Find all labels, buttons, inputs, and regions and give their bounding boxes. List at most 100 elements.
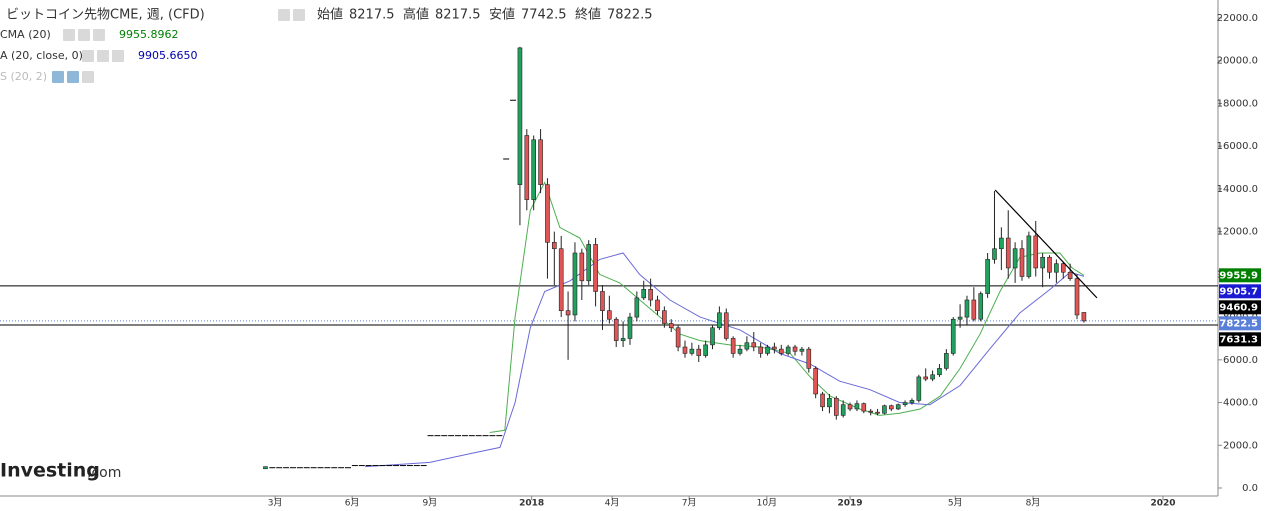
candle-body <box>593 244 598 292</box>
candle-body <box>985 259 990 294</box>
price-label: 9955.9 <box>1219 270 1258 281</box>
candle-body <box>682 346 688 354</box>
candle-body <box>607 310 612 320</box>
candle-body <box>655 299 660 311</box>
candle-body <box>668 323 674 329</box>
candle-body <box>806 348 812 369</box>
price-label-bg <box>1219 268 1261 283</box>
logo-suffix: .com <box>87 465 121 481</box>
candle-body <box>1067 271 1073 279</box>
y-tick-label: 20000.0 <box>1217 56 1258 67</box>
candle-body <box>847 404 853 410</box>
candle-body <box>572 252 578 316</box>
price-label-bg <box>1219 332 1261 347</box>
candle-body <box>744 342 750 350</box>
candle-body <box>545 184 550 243</box>
candle-body <box>662 310 667 324</box>
legend-button <box>97 50 109 62</box>
indicator-name: CMA (20) <box>0 28 51 41</box>
candle-body <box>538 139 543 185</box>
candle-body <box>524 135 530 200</box>
candle-body <box>813 368 818 395</box>
y-tick-label: 12000.0 <box>1217 227 1258 238</box>
candle-body <box>772 346 777 350</box>
candle-body <box>517 47 523 185</box>
chart-title: ビットコイン先物CME, 週, (CFD) <box>6 8 205 23</box>
candle-body <box>1005 237 1011 269</box>
x-tick-label: 7月 <box>682 498 697 508</box>
candle-body <box>565 310 571 316</box>
candle-body <box>778 348 784 354</box>
x-tick-label: 2020 <box>1150 499 1175 508</box>
candle-body <box>792 346 798 352</box>
ohlc-name: 始値 <box>317 7 343 23</box>
price-label: 9905.7 <box>1219 286 1258 297</box>
candle-body <box>930 374 935 380</box>
candle-body <box>840 404 846 416</box>
x-tick-label: 2018 <box>519 499 544 508</box>
indicator-name: A (20, close, 0) <box>0 49 83 62</box>
indicator-line <box>489 181 1085 433</box>
candle-body <box>799 348 805 352</box>
legend-button <box>67 71 79 83</box>
candle-body <box>558 248 564 311</box>
candle-body <box>620 338 626 341</box>
indicator-value: 9955.8962 <box>119 28 179 41</box>
candle-body <box>902 402 908 405</box>
candle-body <box>882 405 887 414</box>
candle-body <box>641 289 647 299</box>
candle-body <box>834 397 839 416</box>
candle-body <box>751 342 757 348</box>
candle-body <box>710 327 715 346</box>
candle-body <box>1012 248 1018 269</box>
ohlc-value: 7822.5 <box>607 8 653 23</box>
candle-body <box>1074 278 1080 316</box>
legend-button <box>278 9 290 21</box>
candle-body <box>1081 312 1087 322</box>
legend-button <box>93 29 105 41</box>
y-tick-label: 4000.0 <box>1223 398 1258 409</box>
candle-body <box>861 403 867 412</box>
legend-button <box>52 71 64 83</box>
y-tick-label: 22000.0 <box>1217 13 1258 24</box>
candle-body <box>531 139 536 200</box>
x-tick-label: 10月 <box>757 498 777 508</box>
x-tick-label: 4月 <box>605 498 620 508</box>
candle-body <box>689 348 695 354</box>
candle-body <box>1019 248 1025 277</box>
candle-body <box>1060 263 1066 273</box>
candle-body <box>944 353 949 369</box>
candle-body <box>950 318 956 354</box>
candle-body <box>875 411 880 414</box>
price-label: 7631.3 <box>1219 334 1258 345</box>
candle-body <box>1047 256 1052 273</box>
price-label-bg <box>1219 284 1261 299</box>
candle-body <box>627 316 633 339</box>
ohlc-value: 8217.5 <box>435 8 481 23</box>
price-label-bg <box>1219 316 1261 331</box>
candle-body <box>978 293 984 320</box>
price-label: 9460.9 <box>1219 302 1258 313</box>
x-tick-label: 5月 <box>948 498 963 508</box>
candle-body <box>263 466 268 470</box>
candle-body <box>737 348 743 354</box>
indicator-value: 9905.6650 <box>138 49 198 62</box>
ohlc-value: 7742.5 <box>521 8 567 23</box>
price-label-bg <box>1219 300 1261 315</box>
candle-body <box>600 291 605 311</box>
candle-body <box>909 400 915 403</box>
candle-body <box>1054 263 1059 273</box>
x-tick-label: 8月 <box>1026 498 1041 508</box>
candle-body <box>552 242 557 250</box>
candle-body <box>971 299 977 320</box>
candle-body <box>703 344 708 356</box>
candle-body <box>895 404 901 410</box>
legend-button <box>78 29 90 41</box>
ohlc-name: 安値 <box>489 7 515 23</box>
candle-body <box>579 252 585 282</box>
candle-body <box>613 318 619 341</box>
candle-body <box>937 368 942 376</box>
indicator-name: S (20, 2) <box>0 70 47 83</box>
